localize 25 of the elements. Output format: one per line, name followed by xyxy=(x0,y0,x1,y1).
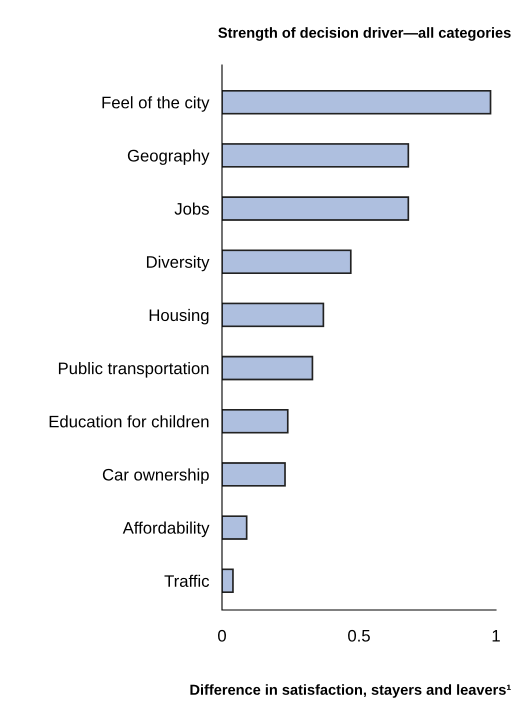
y-tick-label: Affordability xyxy=(122,522,210,538)
chart-title: Strength of decision driver—all categories xyxy=(218,27,511,41)
y-tick-label: Public transportation xyxy=(58,362,208,378)
y-tick-label: Education for children xyxy=(50,415,208,428)
x-axis-title: Difference in satisfaction, stayers and leavers¹ xyxy=(190,684,511,698)
y-tick-label: Traffic xyxy=(164,574,210,587)
y-tick-label: Geography xyxy=(128,149,210,165)
y-tick-label: Diversity xyxy=(146,256,210,272)
bar xyxy=(222,408,289,434)
y-tick-label: Car ownership xyxy=(102,468,209,484)
bar xyxy=(222,356,314,380)
bar xyxy=(222,249,352,274)
x-tick-label: 0 xyxy=(218,630,226,642)
bar xyxy=(222,515,248,540)
bar xyxy=(222,143,410,168)
bar xyxy=(222,196,410,221)
x-tick-label: 1 xyxy=(492,630,500,642)
y-tick-label: Housing xyxy=(150,308,208,324)
x-tick-label: 0.5 xyxy=(348,630,370,642)
bar xyxy=(222,90,492,114)
bar xyxy=(222,568,234,594)
y-tick-label: Feel of the city xyxy=(102,96,210,112)
y-tick-label: Jobs xyxy=(174,202,209,215)
bar xyxy=(222,462,286,487)
bar xyxy=(222,302,324,328)
